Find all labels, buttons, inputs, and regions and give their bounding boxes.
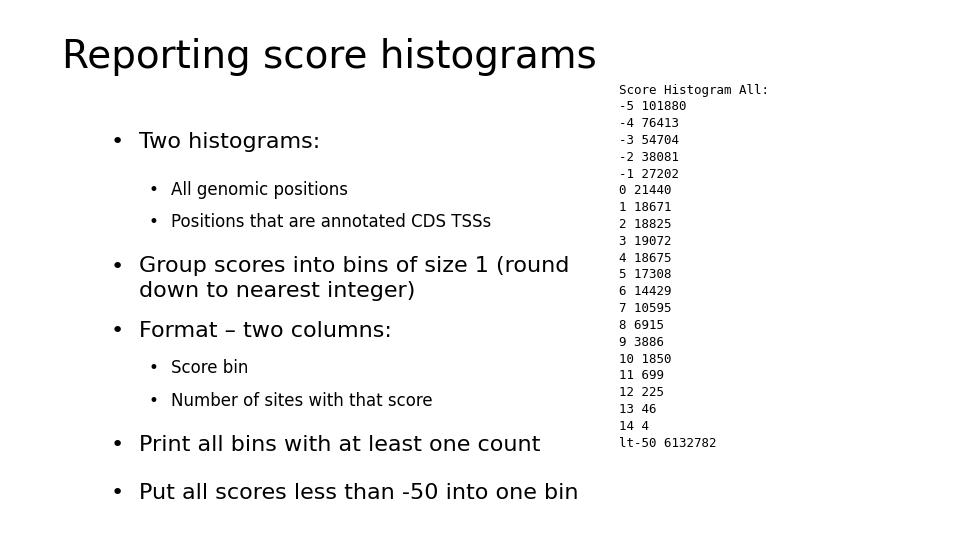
Text: •: • — [149, 359, 158, 377]
Text: Format – two columns:: Format – two columns: — [139, 321, 392, 341]
Text: •: • — [110, 321, 124, 341]
Text: Put all scores less than -50 into one bin: Put all scores less than -50 into one bi… — [139, 483, 579, 503]
Text: Positions that are annotated CDS TSSs: Positions that are annotated CDS TSSs — [171, 213, 492, 231]
Text: •: • — [110, 132, 124, 152]
Text: Reporting score histograms: Reporting score histograms — [62, 38, 597, 76]
Text: •: • — [149, 181, 158, 199]
Text: Print all bins with at least one count: Print all bins with at least one count — [139, 435, 540, 455]
Text: •: • — [110, 256, 124, 276]
Text: Score bin: Score bin — [171, 359, 249, 377]
Text: Score Histogram All:
-5 101880
-4 76413
-3 54704
-2 38081
-1 27202
0 21440
1 186: Score Histogram All: -5 101880 -4 76413 … — [619, 84, 769, 449]
Text: Group scores into bins of size 1 (round
down to nearest integer): Group scores into bins of size 1 (round … — [139, 256, 569, 301]
Text: •: • — [149, 213, 158, 231]
Text: Two histograms:: Two histograms: — [139, 132, 321, 152]
Text: All genomic positions: All genomic positions — [171, 181, 348, 199]
Text: •: • — [110, 435, 124, 455]
Text: •: • — [110, 483, 124, 503]
Text: •: • — [149, 392, 158, 409]
Text: Number of sites with that score: Number of sites with that score — [171, 392, 433, 409]
